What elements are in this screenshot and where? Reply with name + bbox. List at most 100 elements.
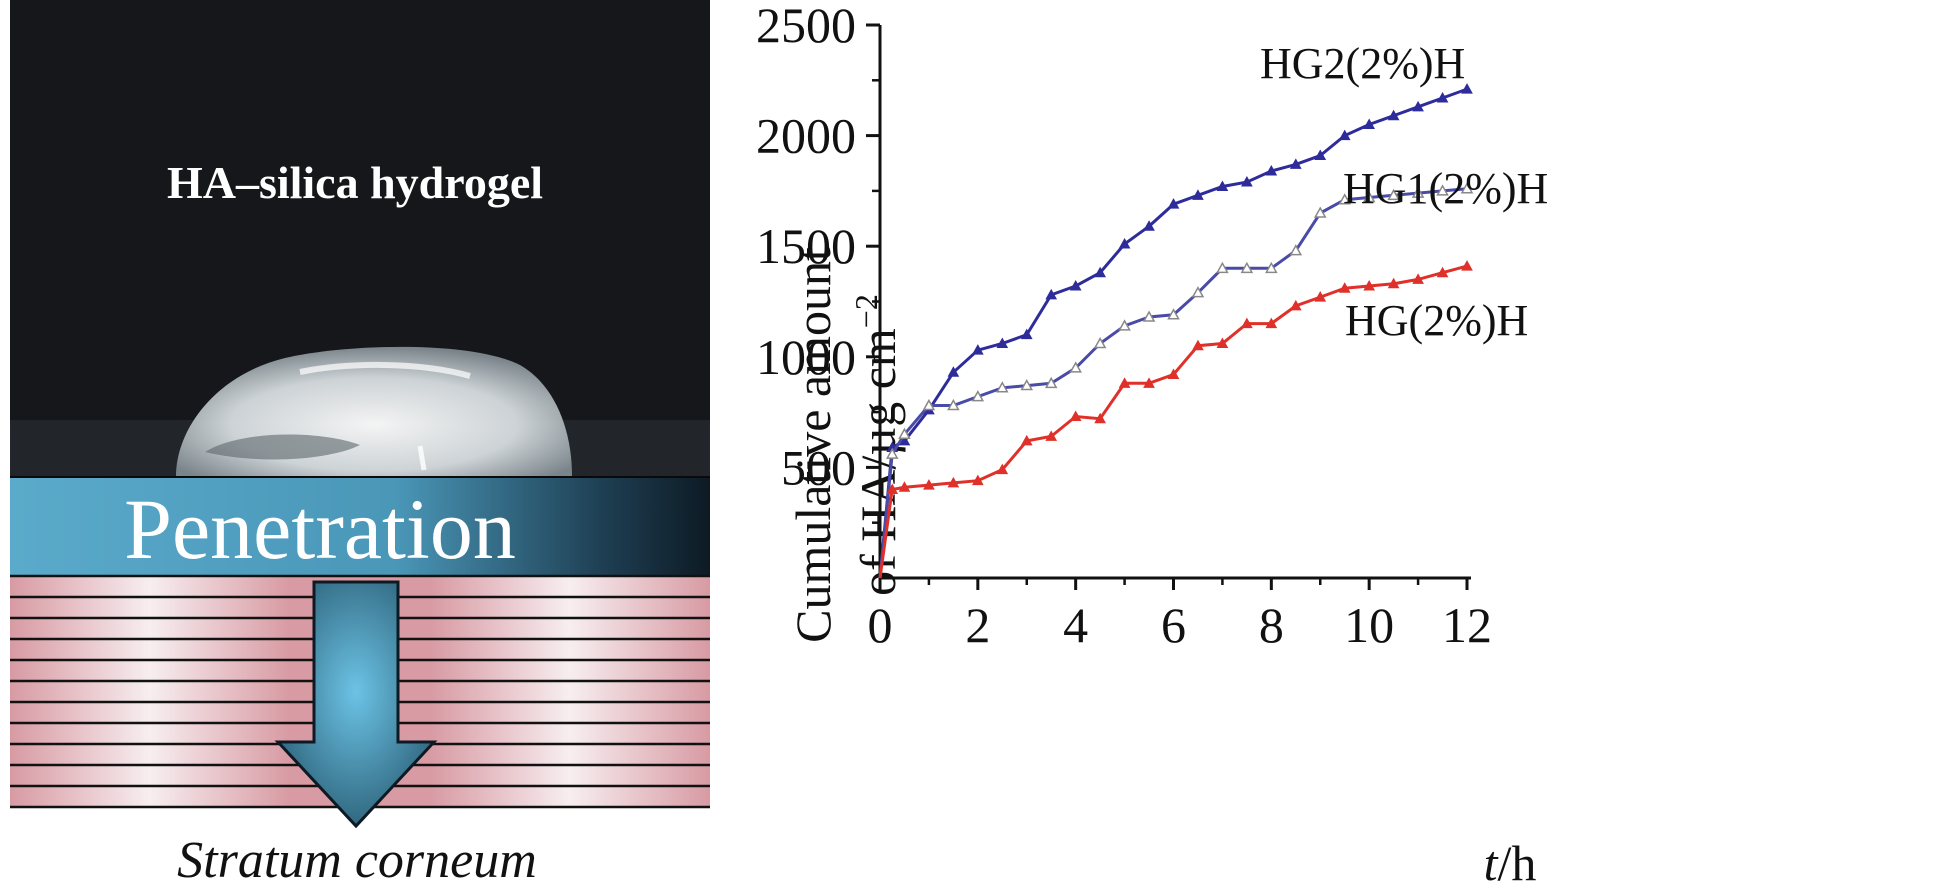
series-line-2 — [878, 264, 1468, 579]
chart-series — [878, 83, 1474, 579]
data-point — [1363, 279, 1376, 291]
hydrogel-blob — [176, 346, 572, 476]
data-point — [1069, 279, 1082, 291]
data-point — [996, 463, 1009, 475]
data-point — [1020, 379, 1034, 391]
y-tick-label: 1500 — [756, 218, 856, 274]
data-point — [1044, 376, 1058, 389]
data-point — [1069, 361, 1082, 373]
data-point — [947, 476, 960, 488]
y-axis-label-line2: of HA/µg cm−2 — [848, 294, 906, 596]
series-label: HG1(2%)H — [1343, 164, 1548, 213]
data-point — [1240, 261, 1254, 274]
data-point — [1265, 261, 1278, 274]
data-point — [1387, 188, 1400, 201]
data-point — [947, 366, 960, 377]
data-point — [971, 474, 984, 486]
x-tick-label: 4 — [1063, 597, 1088, 653]
data-point — [1020, 434, 1033, 446]
data-point — [1216, 337, 1229, 349]
data-point — [1020, 328, 1033, 340]
data-point — [1460, 182, 1474, 194]
data-point — [1411, 186, 1425, 198]
x-tick-label: 0 — [868, 597, 893, 653]
data-point — [1412, 273, 1424, 284]
data-point — [898, 481, 911, 492]
x-tick-label: 2 — [965, 597, 990, 653]
data-point — [1143, 377, 1155, 388]
x-tick-label: 8 — [1259, 597, 1284, 653]
data-point — [1289, 158, 1302, 169]
data-point — [1118, 377, 1131, 388]
x-tick-label: 6 — [1161, 597, 1186, 653]
penetration-band — [10, 476, 710, 576]
data-point — [1167, 198, 1180, 209]
data-point — [1338, 282, 1351, 293]
data-point — [1461, 83, 1473, 94]
y-tick-label: 2000 — [756, 108, 856, 164]
data-point — [1362, 190, 1376, 203]
y-tick-label: 1000 — [756, 329, 856, 385]
data-point — [922, 398, 936, 411]
data-point — [1167, 368, 1180, 379]
data-point — [923, 479, 935, 490]
data-point — [1313, 206, 1327, 218]
data-point — [1216, 261, 1229, 274]
data-point — [1363, 118, 1376, 130]
data-point — [1314, 291, 1327, 302]
data-point — [885, 447, 899, 459]
x-tick-label: 10 — [1344, 597, 1394, 653]
data-point — [1191, 286, 1205, 298]
data-point — [996, 381, 1009, 393]
data-point — [1436, 266, 1449, 278]
data-point — [898, 427, 911, 439]
data-point — [1436, 91, 1449, 103]
data-point — [1241, 176, 1253, 187]
x-axis-label: t/h — [1484, 835, 1537, 886]
data-point — [1436, 184, 1449, 196]
data-point — [1338, 129, 1351, 141]
cumulative-amount-chart: Cumulative amount of HA/µg cm−2 0 2 4 6 8 10 1… — [756, 0, 1548, 886]
data-point — [1289, 299, 1302, 311]
penetration-label: Penetration — [124, 481, 516, 577]
y-axis-label-line1: Cumulative amount — [785, 247, 841, 643]
data-point — [1192, 339, 1204, 351]
data-point — [1289, 244, 1303, 256]
data-point — [1094, 412, 1106, 424]
data-point — [1338, 193, 1351, 205]
data-point — [1118, 319, 1131, 331]
data-point — [1069, 410, 1082, 422]
data-point — [971, 344, 984, 355]
data-point — [1387, 277, 1400, 289]
data-point — [1094, 266, 1106, 278]
series-line-1 — [878, 187, 1468, 579]
series-label: HG(2%)H — [1345, 296, 1528, 345]
hydrogel-label: HA–silica hydrogel — [167, 157, 543, 208]
data-point — [1118, 237, 1131, 249]
series-labels: HG2(2%)H HG1(2%)H HG(2%)H — [1260, 39, 1548, 345]
data-point — [947, 398, 960, 411]
data-point — [1093, 336, 1107, 349]
data-point — [1241, 317, 1253, 329]
hydrogel-penetration-illustration: HA–silica hydrogel Penetration Stratum c… — [10, 0, 710, 886]
chart-axes: 0 2 4 6 8 10 12 500 1000 1500 2000 2500 — [756, 0, 1492, 653]
data-point — [1045, 288, 1058, 300]
stratum-corneum-label: Stratum corneum — [177, 832, 537, 886]
data-point — [1216, 180, 1229, 191]
data-point — [1265, 164, 1278, 176]
data-point — [1265, 317, 1278, 329]
penetration-arrow-icon — [274, 580, 438, 829]
x-tick-label: 12 — [1442, 597, 1492, 653]
data-point — [1167, 308, 1180, 320]
y-tick-label: 500 — [781, 439, 856, 495]
data-point — [1387, 109, 1400, 121]
data-point — [1314, 149, 1327, 161]
data-point — [971, 390, 985, 402]
data-point — [886, 483, 899, 495]
data-point — [1192, 189, 1204, 200]
data-point — [1143, 220, 1155, 231]
data-point — [1045, 430, 1058, 441]
data-point — [1461, 260, 1473, 271]
data-point — [1142, 310, 1156, 322]
y-tick-label: 2500 — [756, 0, 856, 53]
